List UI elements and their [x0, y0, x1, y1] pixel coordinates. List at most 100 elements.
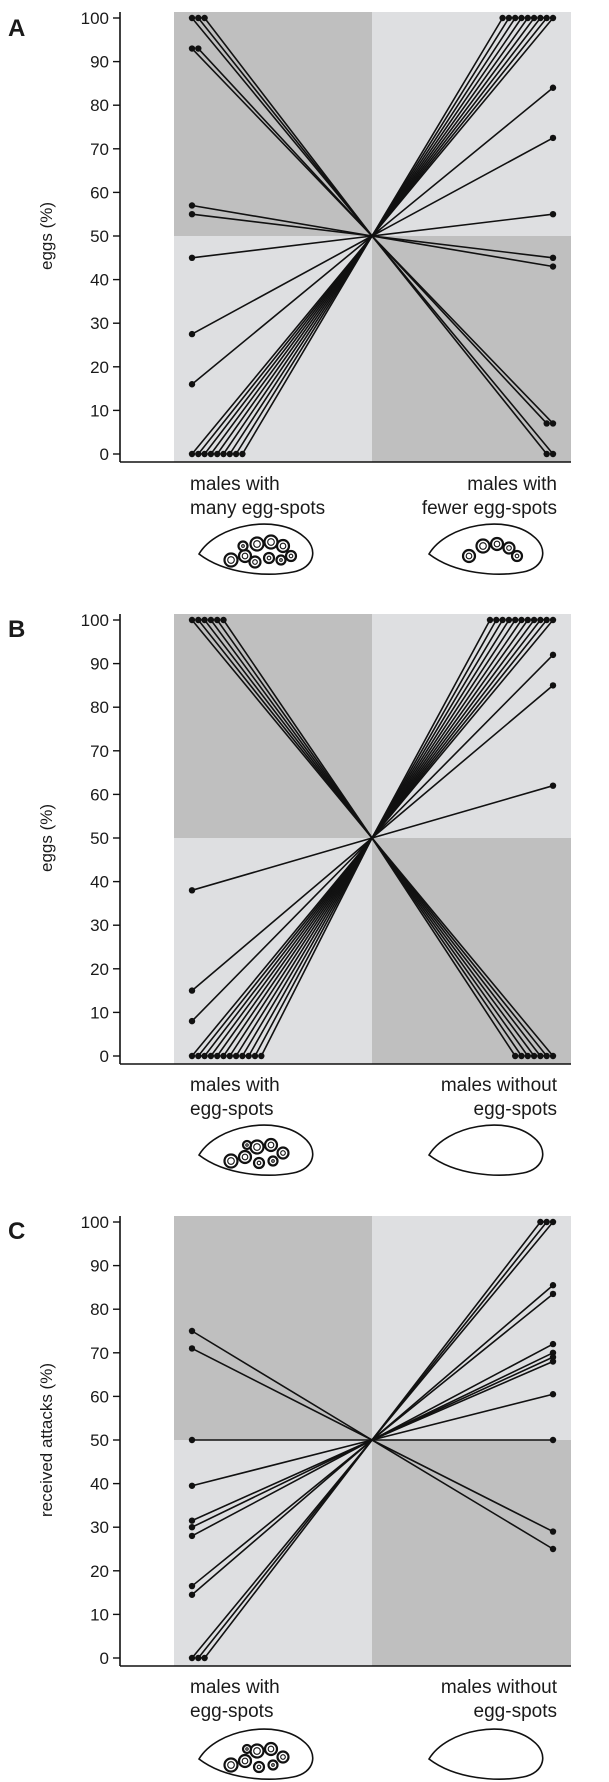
egg-spot-inner	[241, 1757, 249, 1765]
right-series-line	[371, 619, 548, 839]
y-tick-label: 80	[90, 698, 109, 717]
left-series-line	[229, 235, 373, 455]
egg-spot	[275, 538, 291, 554]
egg-spot-inner	[245, 1143, 249, 1147]
left-series-line	[191, 235, 373, 455]
left-data-point	[195, 1654, 202, 1662]
right-series-line	[371, 619, 510, 839]
egg-spot-inner	[288, 553, 294, 559]
category-label-line: males without	[441, 1075, 558, 1096]
right-data-point	[524, 1052, 531, 1060]
right-series-line	[371, 619, 554, 839]
left-series-line	[216, 619, 373, 839]
left-series-line	[197, 235, 373, 455]
egg-spot	[267, 1759, 279, 1771]
right-series-line	[371, 17, 548, 237]
right-series-line	[371, 17, 523, 237]
y-tick-label: 20	[90, 1562, 109, 1581]
left-data-point	[188, 1591, 196, 1598]
left-series-line	[197, 619, 373, 839]
right-data-point	[549, 1340, 557, 1348]
category-label-line: males with	[190, 474, 280, 495]
egg-spot-inner	[271, 1763, 275, 1767]
right-data-point	[493, 616, 500, 624]
left-data-point	[201, 450, 208, 458]
right-data-point	[505, 14, 513, 22]
y-tick-label: 50	[90, 829, 109, 848]
y-tick-label: 70	[90, 1344, 109, 1363]
quadrant-top-left	[174, 12, 372, 236]
left-data-point	[188, 887, 196, 894]
left-data-point	[188, 450, 196, 458]
left-data-point	[258, 1052, 265, 1060]
category-label-line: males with	[190, 1075, 280, 1096]
fish-icon-without-egg-spots	[427, 1124, 544, 1176]
egg-spot-inner	[279, 542, 287, 550]
left-series-line	[191, 1439, 373, 1659]
quadrant-bottom-right	[372, 838, 571, 1064]
left-data-point	[201, 1654, 208, 1662]
egg-spot	[252, 1760, 266, 1774]
fish-outline	[427, 1728, 544, 1780]
right-series-line	[371, 619, 504, 839]
right-data-point	[549, 211, 557, 218]
right-data-point	[537, 616, 544, 624]
left-series-line	[203, 619, 373, 839]
category-label-line: many egg-spots	[190, 498, 325, 519]
quadrant-top-right	[372, 1216, 571, 1440]
y-tick-label: 0	[100, 1047, 109, 1066]
y-tick-label: 10	[90, 401, 109, 420]
left-data-point	[239, 1052, 246, 1060]
right-series-line	[371, 619, 491, 839]
right-data-point	[499, 616, 506, 624]
right-series-line	[371, 1221, 548, 1441]
y-tick-label: 30	[90, 916, 109, 935]
egg-spot	[223, 1757, 239, 1773]
left-series-line	[191, 1439, 373, 1487]
right-data-point	[549, 1358, 557, 1365]
egg-spot	[267, 1155, 279, 1167]
y-tick-label: 20	[90, 960, 109, 979]
y-tick-label: 70	[90, 140, 109, 159]
right-data-point	[530, 14, 538, 22]
right-series-line	[371, 17, 516, 237]
right-data-point	[549, 782, 557, 789]
right-series-line	[371, 213, 554, 237]
y-tick-label: 90	[90, 655, 109, 674]
left-data-point	[188, 1532, 196, 1540]
egg-spot	[248, 555, 262, 569]
egg-spot	[502, 541, 516, 555]
right-data-point	[549, 1436, 557, 1444]
y-tick-label: 70	[90, 742, 109, 761]
right-data-point	[549, 1218, 557, 1226]
left-series-line	[191, 235, 373, 385]
panel-letter: C	[8, 1218, 25, 1245]
left-series-line	[191, 619, 373, 839]
right-series-line	[371, 17, 510, 237]
right-series-line	[371, 235, 554, 268]
fish-icon-many-egg-spots	[197, 523, 314, 575]
left-data-point	[201, 14, 208, 22]
right-series-line	[371, 837, 554, 1057]
y-tick-label: 40	[90, 271, 109, 290]
right-series-line	[371, 837, 535, 1057]
y-tick-label: 0	[100, 445, 109, 464]
left-series-line	[191, 1439, 373, 1522]
left-data-point	[188, 14, 196, 22]
right-data-point	[512, 14, 519, 22]
right-series-line	[371, 684, 554, 839]
egg-spot-inner	[280, 1754, 286, 1760]
y-tick-label: 100	[81, 9, 109, 28]
right-series-line	[371, 1293, 554, 1441]
right-data-point	[518, 616, 525, 624]
panel-letter: A	[8, 15, 25, 42]
left-series-line	[203, 1439, 373, 1659]
right-series-line	[371, 837, 516, 1057]
right-series-line	[371, 235, 548, 425]
category-label-right: males without egg-spots	[441, 1075, 558, 1120]
quadrant-top-right	[372, 12, 571, 236]
egg-spot	[237, 1149, 253, 1165]
egg-spot	[263, 1137, 279, 1153]
egg-spot	[510, 549, 524, 563]
egg-spot	[223, 1153, 239, 1169]
